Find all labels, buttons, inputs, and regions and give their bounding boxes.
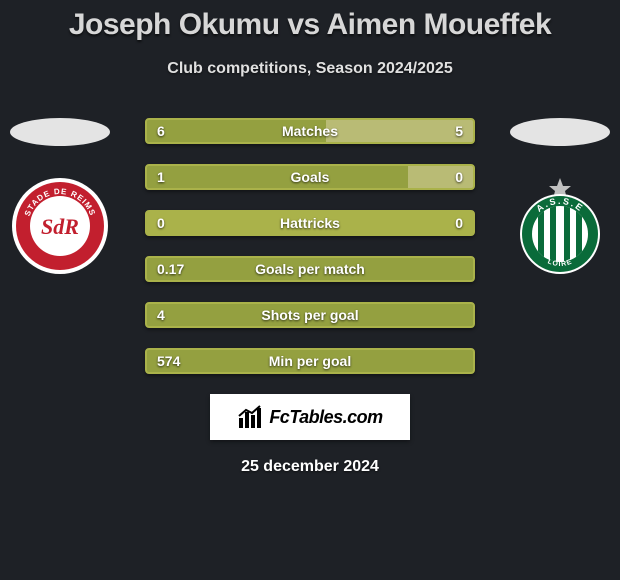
player-left-crest: STADE DE REIMS SdR [10,176,110,276]
player-right-crest: A.S.S.E LOIRE [510,176,610,276]
player-left-avatar [10,118,110,146]
stat-label: Min per goal [147,350,473,372]
subtitle: Club competitions, Season 2024/2025 [0,60,620,78]
stat-label: Shots per goal [147,304,473,326]
stat-row: 574Min per goal [145,348,475,374]
stat-label: Goals [147,166,473,188]
player-left-column: STADE DE REIMS SdR [10,118,110,276]
stat-row: 65Matches [145,118,475,144]
site-logo-icon [237,404,263,430]
comparison-panel: STADE DE REIMS SdR [0,118,620,476]
stat-row: 00Hattricks [145,210,475,236]
site-logo-text: FcTables.com [269,407,382,428]
player-right-column: A.S.S.E LOIRE [510,118,610,276]
stats-bars: 65Matches 10Goals 00Hattricks 0.17Goals per… [145,118,475,374]
stat-row: 4Shots per goal [145,302,475,328]
stat-row: 0.17Goals per match [145,256,475,282]
stat-label: Matches [147,120,473,142]
stat-row: 10Goals [145,164,475,190]
stat-label: Goals per match [147,258,473,280]
player-right-avatar [510,118,610,146]
date-text: 25 december 2024 [0,458,620,476]
page-title: Joseph Okumu vs Aimen Moueffek [0,0,620,42]
stat-label: Hattricks [147,212,473,234]
site-logo: FcTables.com [210,394,410,440]
crest-left-monogram: SdR [41,214,79,239]
